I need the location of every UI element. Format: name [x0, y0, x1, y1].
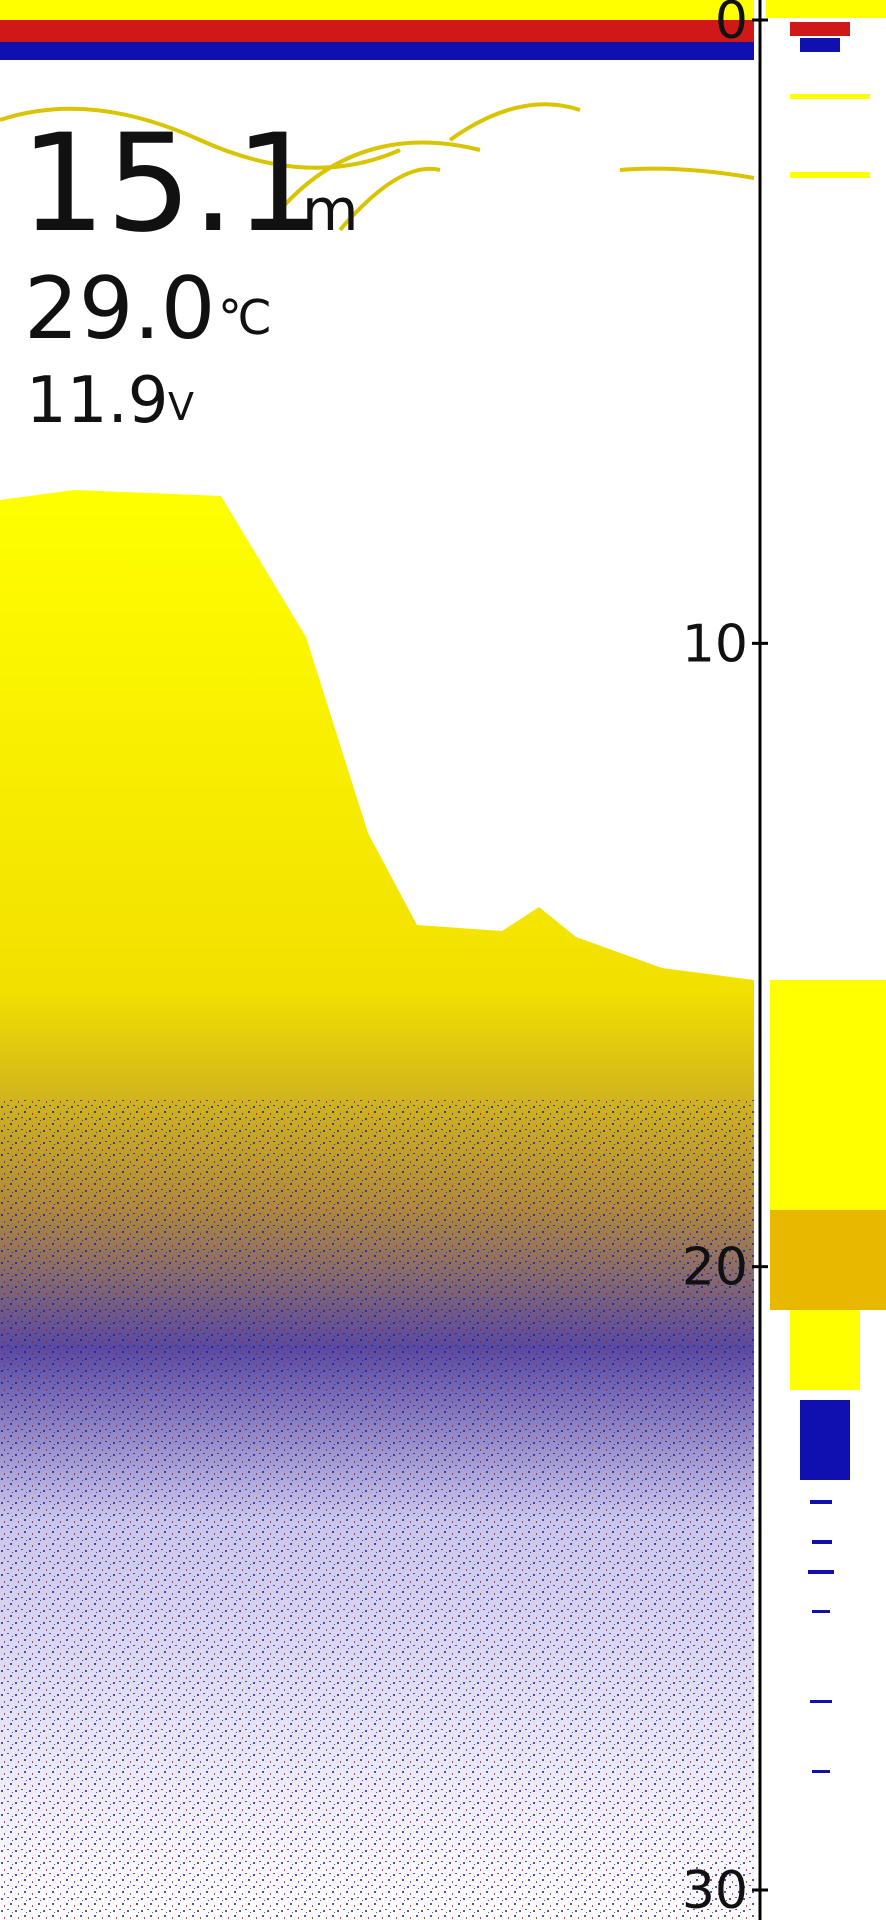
depth-tick-label: 20 [682, 1238, 748, 1298]
flasher [800, 38, 840, 52]
surface-band [0, 42, 754, 60]
depth-tick-label: 10 [682, 614, 748, 674]
flasher [770, 980, 886, 1210]
depth-value: 15.1 [20, 105, 321, 262]
flasher [790, 1310, 860, 1390]
temperature-unit: ℃ [218, 290, 272, 346]
echo-noise [0, 1100, 754, 1920]
flasher [790, 94, 870, 99]
depth-scale: 0 10 20 30 [682, 0, 768, 1920]
depth-tick-label: 30 [682, 1861, 748, 1920]
flasher [808, 1500, 834, 1773]
voltage-unit: V [168, 385, 194, 429]
surface-clutter [0, 102, 755, 232]
flasher [800, 1400, 850, 1480]
flasher [790, 172, 870, 178]
surface-band [0, 20, 754, 42]
depth-tick-label: 0 [715, 0, 748, 51]
flasher [766, 0, 886, 18]
flasher [770, 1210, 886, 1310]
flasher [790, 22, 850, 36]
temperature-value: 29.0 [24, 259, 215, 359]
voltage-value: 11.9 [26, 364, 169, 438]
depth-unit: m [302, 176, 359, 244]
surface-band [0, 0, 754, 20]
